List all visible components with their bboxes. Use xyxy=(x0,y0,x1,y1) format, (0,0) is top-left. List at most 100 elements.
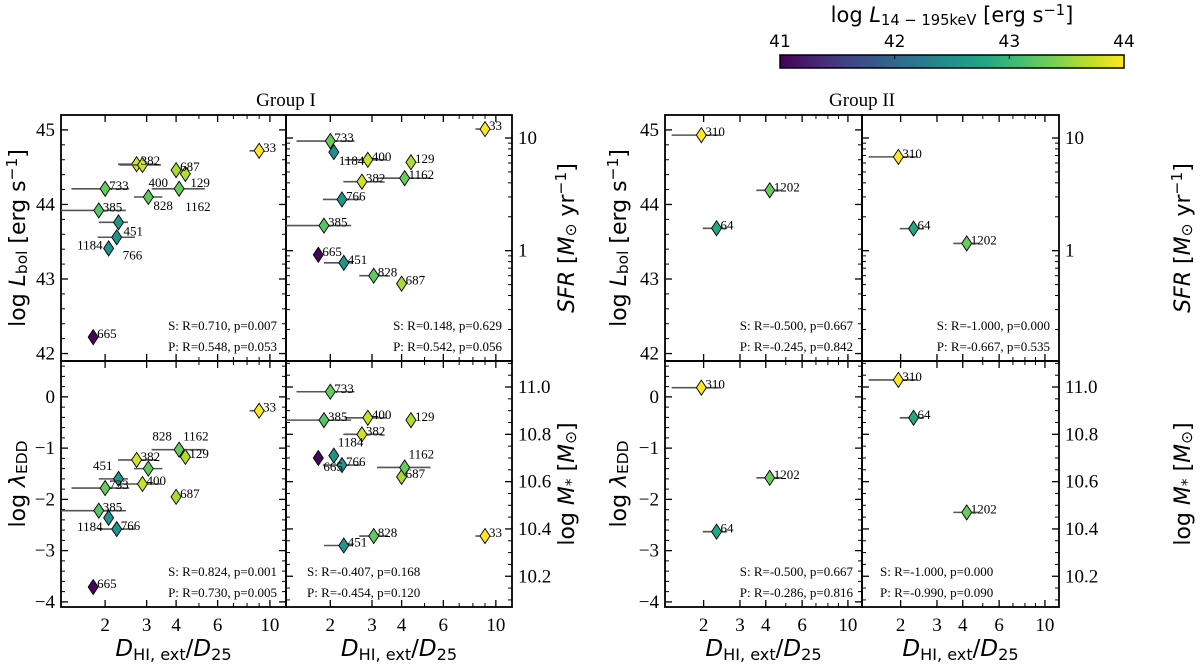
x-tick-label: 6 xyxy=(994,615,1004,636)
data-points xyxy=(868,148,980,252)
point-label: 733 xyxy=(109,178,129,193)
point-marker xyxy=(170,161,182,179)
x-tick-label: 3 xyxy=(735,615,745,636)
point-label: 382 xyxy=(141,449,161,464)
point-label: 451 xyxy=(124,223,144,238)
point-marker xyxy=(136,156,148,174)
point-label: 382 xyxy=(366,423,386,438)
point-label: 64 xyxy=(918,218,932,233)
y-axis-label-part: log xyxy=(6,286,31,327)
point-label: 451 xyxy=(93,458,113,473)
point-labels: 310 64 1202 xyxy=(902,369,996,516)
y-axis-label-part: EDD xyxy=(614,441,632,474)
point-marker xyxy=(170,488,182,506)
y-axis-label-part: ⊙ xyxy=(562,223,580,236)
point-marker xyxy=(324,383,336,401)
y-axis-label: log λEDD xyxy=(607,441,632,528)
y-axis-label-part: λ xyxy=(6,474,31,488)
stats-text: S: R=-1.000, p=0.000 xyxy=(937,318,1050,333)
y-axis-label-part: log xyxy=(607,487,632,528)
stats-text: S: R=0.710, p=0.007 xyxy=(168,318,277,333)
point-marker xyxy=(338,254,350,272)
colorbar-title: log L14 − 195keV [erg s−1] xyxy=(831,2,1074,29)
stats-text: S: R=-0.500, p=0.667 xyxy=(740,318,854,333)
point-label: 828 xyxy=(378,265,398,280)
colorbar: 41 42 43 44 log L14 − 195keV [erg s−1] xyxy=(769,2,1135,69)
point-label: 1184 xyxy=(339,153,365,168)
y-axis-label-part: bol xyxy=(13,251,31,274)
point-label: 828 xyxy=(378,525,398,540)
y-tick-label: 10.4 xyxy=(1065,519,1099,540)
point-label: 385 xyxy=(103,500,123,515)
point-label: 766 xyxy=(346,454,366,469)
x-axis-label-part: HI, ext xyxy=(920,645,973,664)
x-axis-label-part: D xyxy=(705,636,723,662)
point-marker xyxy=(142,460,154,477)
y-axis-label-part: λ xyxy=(607,474,632,488)
point-marker xyxy=(961,235,973,252)
point-marker xyxy=(711,219,723,237)
point-marker xyxy=(253,142,265,160)
x-tick-label: 2 xyxy=(100,615,110,636)
x-tick-label: 4 xyxy=(171,615,181,636)
stats-text: S: R=0.824, p=0.001 xyxy=(168,564,277,579)
x-tick-label: 4 xyxy=(761,615,771,636)
y-axis-label-part: ⊙ xyxy=(1178,223,1196,236)
point-label: 1202 xyxy=(774,179,800,194)
point-label: 451 xyxy=(348,252,368,267)
point-marker xyxy=(479,120,491,138)
point-label: 310 xyxy=(705,124,725,139)
point-label: 766 xyxy=(123,247,143,262)
y-axis-label-part: L xyxy=(607,274,632,286)
x-axis-label-part: 25 xyxy=(801,645,821,664)
point-label: 310 xyxy=(902,146,922,161)
point-marker xyxy=(399,459,411,476)
y-tick-label: −1 xyxy=(35,438,55,459)
point-marker xyxy=(173,180,185,198)
point-marker xyxy=(112,214,125,231)
point-label: 1162 xyxy=(185,199,211,214)
y-tick-label: 43 xyxy=(36,269,55,290)
data-points xyxy=(671,379,783,540)
x-tick-label: 10 xyxy=(1035,615,1054,636)
point-label: 400 xyxy=(146,473,166,488)
point-label: 687 xyxy=(180,159,200,174)
point-label: 382 xyxy=(366,171,386,186)
x-tick-label: 6 xyxy=(797,615,807,636)
y-tick-label: −2 xyxy=(35,489,55,510)
y-axis-label-part: log xyxy=(1171,505,1196,546)
point-label: 64 xyxy=(721,217,735,232)
y-axis-label-part: yr xyxy=(1171,193,1196,223)
y-axis-label: SFR [M⊙ yr−1] xyxy=(1168,163,1196,313)
stats-text: P: R=0.542, p=0.056 xyxy=(393,339,502,354)
point-label: 687 xyxy=(406,273,426,288)
stats-text: S: R=-1.000, p=0.000 xyxy=(880,564,993,579)
data-points xyxy=(61,142,265,346)
data-points xyxy=(868,371,980,521)
point-marker xyxy=(362,409,374,427)
y-tick-label: 0 xyxy=(46,387,56,408)
y-tick-label: 42 xyxy=(640,344,659,365)
point-marker xyxy=(99,180,111,198)
point-label: 1202 xyxy=(971,232,997,247)
point-marker xyxy=(961,504,973,521)
point-marker xyxy=(336,191,348,208)
point-marker xyxy=(399,169,411,187)
point-label: 1184 xyxy=(338,435,364,450)
y-axis-label-part: M xyxy=(1171,486,1196,505)
y-axis-label-part: [ xyxy=(555,255,580,271)
x-axis-label: DHI, ext/D25 xyxy=(341,636,457,664)
y-axis-label-part: ] xyxy=(6,149,31,158)
point-marker xyxy=(173,441,185,458)
y-axis-label-part: M xyxy=(555,444,580,463)
y-axis-label-part: ] xyxy=(1171,163,1196,172)
point-marker xyxy=(318,217,330,234)
point-labels: 310 64 1202 xyxy=(705,124,799,232)
x-tick-label: 3 xyxy=(932,615,942,636)
point-label: 1184 xyxy=(77,519,103,534)
